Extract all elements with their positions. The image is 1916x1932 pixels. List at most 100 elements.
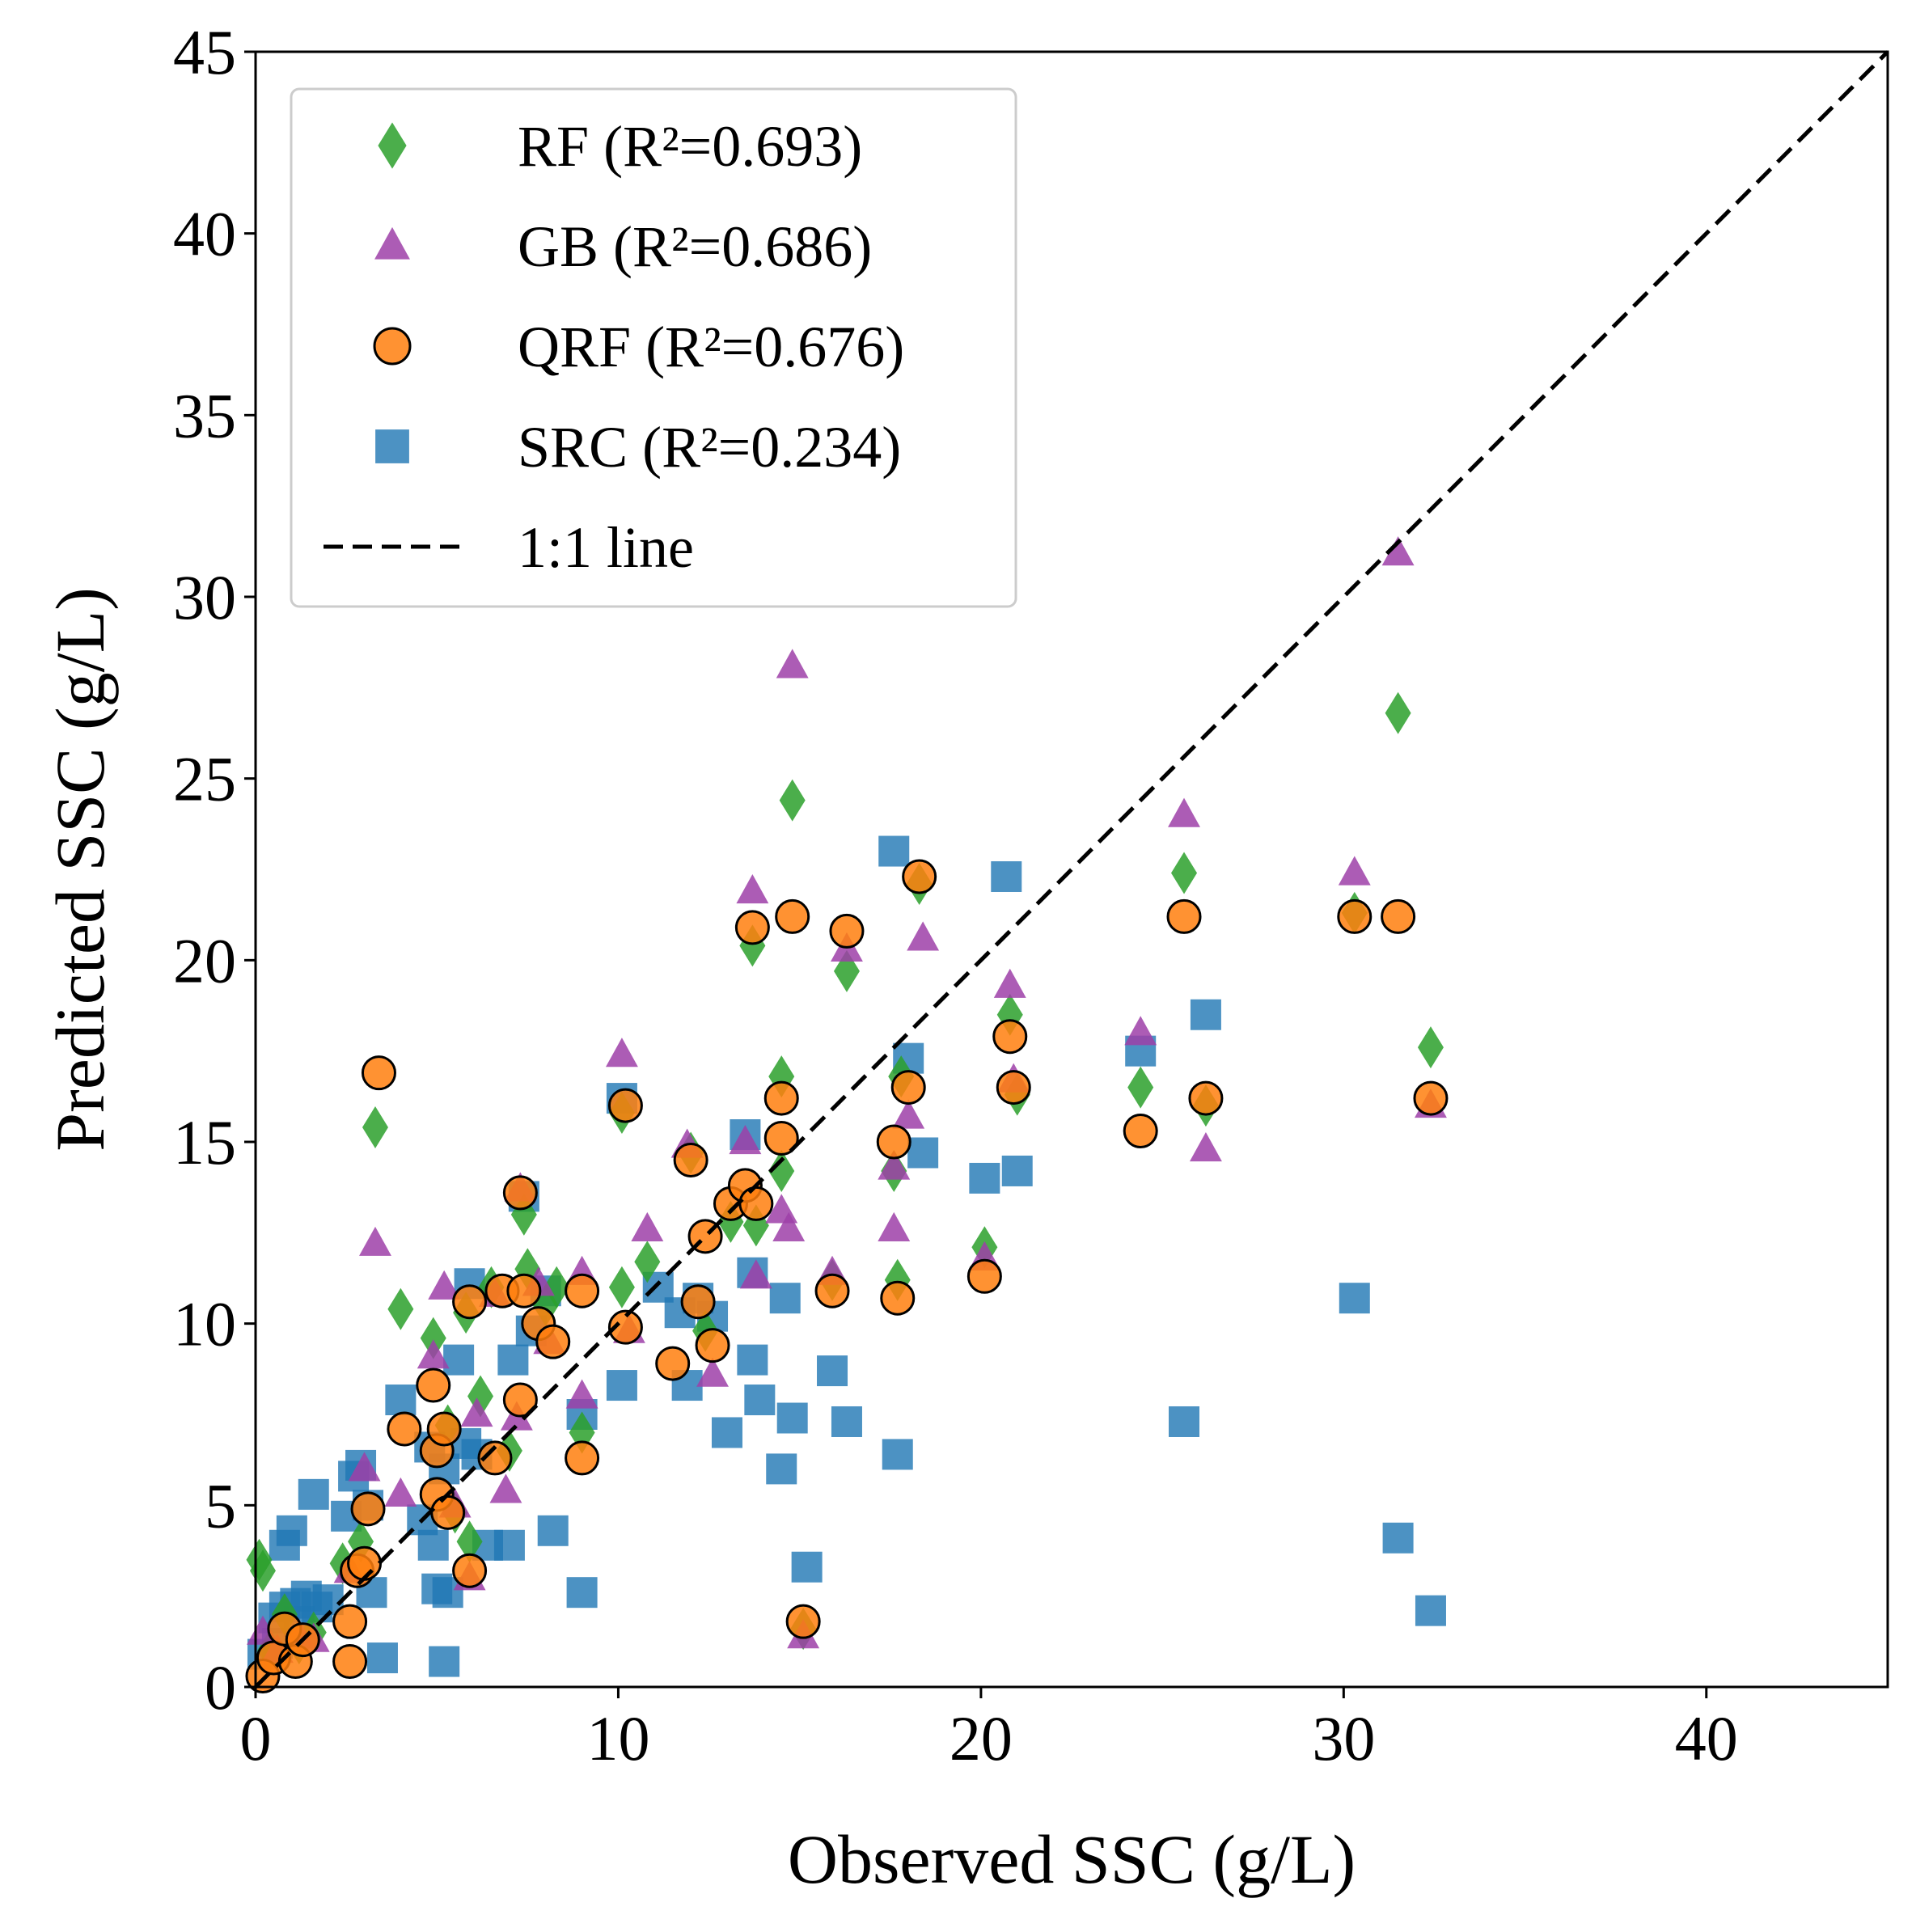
y-tick-label: 25 xyxy=(173,744,236,814)
circle-point xyxy=(1166,898,1202,934)
legend-label: 1:1 line xyxy=(518,515,694,580)
legend-label: SRC (R²=0.234) xyxy=(518,415,901,480)
square-point xyxy=(417,1529,449,1561)
square-point xyxy=(991,860,1022,892)
triangle-point xyxy=(696,1357,729,1387)
circle-point xyxy=(655,1346,691,1381)
y-tick-label: 20 xyxy=(173,925,236,996)
triangle-point xyxy=(1189,1131,1222,1162)
circle-point xyxy=(680,1284,716,1320)
circle-point xyxy=(416,1368,451,1403)
triangle-point xyxy=(907,921,940,951)
circle-point xyxy=(452,1284,488,1320)
x-tick-label: 0 xyxy=(240,1703,272,1773)
x-tick-label: 30 xyxy=(1312,1703,1375,1773)
circle-point xyxy=(763,1121,799,1156)
square-point xyxy=(566,1577,598,1609)
legend-label: RF (R²=0.693) xyxy=(518,114,862,179)
square-point xyxy=(882,1439,913,1470)
square-point xyxy=(385,1385,417,1416)
triangle-point xyxy=(993,968,1026,998)
circle-point xyxy=(996,1070,1031,1106)
circle-point xyxy=(426,1411,462,1447)
square-point xyxy=(443,1344,475,1376)
square-point xyxy=(791,1551,823,1583)
y-tick-label: 0 xyxy=(205,1652,236,1723)
triangle-point xyxy=(359,1226,391,1256)
square-point xyxy=(298,1478,329,1510)
triangle-point xyxy=(1124,1016,1157,1046)
circle-point xyxy=(775,898,810,934)
legend-triangle-marker xyxy=(374,226,410,260)
circle-point xyxy=(607,1088,643,1123)
square-point xyxy=(537,1515,569,1546)
square-point xyxy=(606,1370,637,1401)
square-point xyxy=(711,1417,742,1448)
triangle-point xyxy=(631,1211,664,1241)
diamond-point xyxy=(779,779,806,822)
triangle-point xyxy=(1168,797,1200,827)
diamond-point xyxy=(362,1106,388,1149)
diamond-point xyxy=(456,1520,483,1563)
diamond-point xyxy=(634,1241,661,1283)
diamond-point xyxy=(1127,1066,1154,1109)
square-point xyxy=(907,1137,939,1169)
circle-point xyxy=(565,1273,600,1308)
triangle-point xyxy=(878,1211,911,1241)
triangle-point xyxy=(417,1339,450,1369)
circle-point xyxy=(350,1491,386,1527)
circle-point xyxy=(1413,1080,1449,1116)
circle-point xyxy=(535,1324,571,1359)
circle-point xyxy=(738,1186,774,1221)
series-circle xyxy=(245,859,1449,1694)
circle-point xyxy=(1123,1114,1158,1149)
circle-point xyxy=(477,1440,513,1476)
circle-point xyxy=(1337,898,1372,934)
square-point xyxy=(1415,1595,1446,1626)
square-point xyxy=(1382,1522,1414,1554)
circle-point xyxy=(673,1142,708,1177)
triangle-point xyxy=(428,1270,461,1300)
triangle-point xyxy=(1381,536,1415,566)
circle-point xyxy=(506,1273,542,1308)
y-tick-label: 10 xyxy=(173,1289,236,1359)
square-point xyxy=(1190,999,1221,1030)
circle-point xyxy=(763,1080,799,1116)
circle-point xyxy=(1188,1080,1224,1116)
circle-point xyxy=(829,913,865,949)
x-tick-label: 10 xyxy=(586,1703,649,1773)
triangle-point xyxy=(348,1452,381,1482)
plot-frame xyxy=(254,50,1889,1689)
circle-point xyxy=(361,1055,396,1091)
diamond-point xyxy=(544,1266,570,1308)
circle-point xyxy=(347,1545,383,1581)
circle-point xyxy=(890,1070,926,1106)
diamond-point xyxy=(768,1149,795,1192)
circle-point xyxy=(876,1124,911,1160)
square-point xyxy=(497,1344,529,1376)
square-point xyxy=(744,1385,776,1416)
one-to-one-line xyxy=(254,50,1889,1689)
circle-point xyxy=(502,1175,538,1211)
legend-circle-marker xyxy=(373,327,412,366)
triangle-point xyxy=(878,1150,911,1180)
square-point xyxy=(878,835,910,867)
legend: RF (R²=0.693) GB (R²=0.686) QRF (R²=0.676)… xyxy=(290,87,1017,608)
circle-point xyxy=(332,1604,368,1639)
legend-label: QRF (R²=0.676) xyxy=(518,315,904,379)
circle-point xyxy=(1381,898,1416,934)
y-axis-label: Predicted SSC (g/L) xyxy=(41,587,119,1152)
square-point xyxy=(766,1453,797,1485)
triangle-point xyxy=(892,1099,925,1129)
triangle-point xyxy=(729,1125,762,1155)
x-tick-label: 20 xyxy=(950,1703,1013,1773)
diamond-point xyxy=(387,1287,414,1330)
circle-point xyxy=(814,1273,850,1308)
square-point xyxy=(1169,1406,1200,1437)
y-tick-label: 40 xyxy=(173,199,236,269)
y-tick-label: 15 xyxy=(173,1107,236,1177)
square-point xyxy=(737,1344,768,1376)
circle-point xyxy=(902,859,937,894)
x-tick-label: 40 xyxy=(1675,1703,1738,1773)
